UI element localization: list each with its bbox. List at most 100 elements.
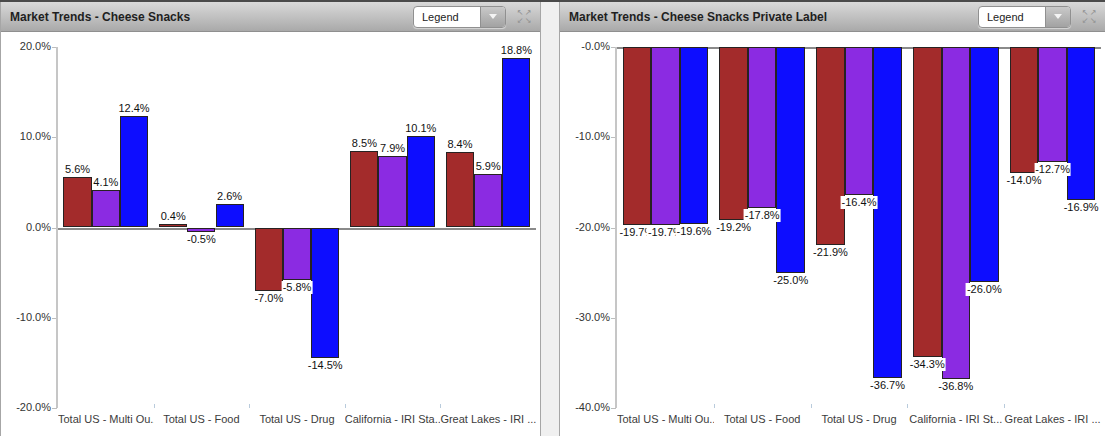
- category-tick-mark: [154, 404, 155, 408]
- bar-value-label: 10.1%: [404, 122, 437, 135]
- y-axis-tick-label: -10.0%: [560, 130, 610, 142]
- page-title: Market Trends - Cheese Snacks Private La…: [560, 10, 827, 24]
- bar[interactable]: [873, 47, 902, 378]
- legend-dropdown[interactable]: Legend: [413, 6, 506, 28]
- chevron-down-icon: [1045, 7, 1070, 27]
- bar-value-label: 7.9%: [379, 142, 406, 155]
- category-label: California - IRI Sta...: [345, 413, 441, 425]
- bar-value-label: 5.9%: [475, 160, 502, 173]
- arrow-sw: ↙: [1081, 17, 1089, 25]
- plot-area: 5.6%0.4%-7.0%8.5%8.4%4.1%-0.5%-5.8%7.9%5…: [58, 32, 536, 436]
- bar[interactable]: [255, 228, 283, 291]
- category-tick-mark: [907, 404, 908, 408]
- bar-value-label: -14.5%: [307, 359, 344, 372]
- bar[interactable]: [913, 47, 942, 357]
- bar-value-label: -36.8%: [937, 380, 974, 393]
- bar[interactable]: [719, 47, 748, 220]
- bar[interactable]: [446, 152, 474, 228]
- bar-value-label: -19.6%: [676, 225, 713, 238]
- arrow-se: ↘: [524, 17, 532, 25]
- bar-value-label: 4.1%: [92, 176, 119, 189]
- bar[interactable]: [120, 116, 148, 228]
- expand-arrows-icon[interactable]: ↖↗↙↘: [1081, 9, 1097, 25]
- category-tick-mark: [440, 404, 441, 408]
- bar-value-label: 12.4%: [117, 102, 150, 115]
- bar[interactable]: [970, 47, 999, 282]
- category-label: Total US - Multi Ou...: [58, 413, 154, 425]
- x-axis-labels: Total US - Multi Ou...Total US - FoodTot…: [617, 413, 1101, 425]
- dashboard: Market Trends - Cheese Snacks Legend ↖↗↙…: [0, 0, 1105, 436]
- bar[interactable]: [187, 228, 215, 233]
- bar[interactable]: [216, 204, 244, 227]
- bar[interactable]: [311, 228, 339, 359]
- legend-dropdown-label: Legend: [414, 11, 480, 23]
- y-axis-tick-label: -10.0%: [1, 311, 51, 323]
- category-label: Total US - Food: [714, 413, 811, 425]
- y-axis-tick-label: 10.0%: [1, 130, 51, 142]
- category-label: Great Lakes - IRI ...: [1004, 413, 1101, 425]
- bar-value-label: -16.4%: [841, 196, 878, 209]
- category-label: California - IRI St...: [907, 413, 1004, 425]
- category-label: Total US - Multi Ou...: [617, 413, 714, 425]
- chart-cheese-snacks-private-label: -0.0%-10.0%-20.0%-30.0%-40.0%-19.7%-19.2…: [560, 32, 1105, 436]
- bar-value-label: -36.7%: [869, 379, 906, 392]
- category-tick-mark: [714, 404, 715, 408]
- bar[interactable]: [623, 47, 652, 225]
- bar[interactable]: [816, 47, 845, 245]
- bar[interactable]: [1038, 47, 1067, 162]
- y-axis-tick-label: -40.0%: [560, 401, 610, 413]
- bar-value-label: -26.0%: [966, 283, 1003, 296]
- bar-value-label: 8.5%: [351, 137, 378, 150]
- plot-area: -19.7%-19.2%-21.9%-34.3%-14.0%-19.7%-17.…: [617, 32, 1101, 436]
- panel-header: Market Trends - Cheese Snacks Legend ↖↗↙…: [1, 2, 540, 32]
- bar[interactable]: [92, 190, 120, 227]
- bar[interactable]: [350, 151, 378, 228]
- y-axis-tick-label: 20.0%: [1, 40, 51, 52]
- bar[interactable]: [474, 174, 502, 227]
- panel-cheese-snacks-private-label: Market Trends - Cheese Snacks Private La…: [559, 2, 1105, 436]
- bar[interactable]: [845, 47, 874, 195]
- bar[interactable]: [942, 47, 971, 379]
- bar[interactable]: [748, 47, 777, 208]
- bar[interactable]: [680, 47, 709, 224]
- bar[interactable]: [1067, 47, 1096, 200]
- category-tick-mark: [811, 404, 812, 408]
- bar-value-label: -34.3%: [909, 358, 946, 371]
- bar-value-label: -16.9%: [1063, 201, 1100, 214]
- arrow-sw: ↙: [516, 17, 524, 25]
- category-tick-mark: [249, 404, 250, 408]
- bar[interactable]: [378, 156, 406, 227]
- bar-value-label: -25.0%: [772, 274, 809, 287]
- chart-cheese-snacks: 20.0%10.0%0.0%-10.0%-20.0%5.6%0.4%-7.0%8…: [1, 32, 540, 436]
- bar-value-label: -12.7%: [1034, 163, 1071, 176]
- panel-divider: [541, 2, 559, 436]
- bar-value-label: 18.8%: [500, 44, 533, 57]
- y-axis-tick-label: -20.0%: [1, 401, 51, 413]
- x-axis-labels: Total US - Multi Ou...Total US - FoodTot…: [58, 413, 536, 425]
- category-label: Total US - Food: [154, 413, 250, 425]
- bar[interactable]: [407, 136, 435, 227]
- category-tick-mark: [1004, 404, 1005, 408]
- bar[interactable]: [502, 58, 530, 228]
- panel-cheese-snacks: Market Trends - Cheese Snacks Legend ↖↗↙…: [0, 2, 541, 436]
- bar-value-label: -0.5%: [186, 233, 217, 246]
- bar-value-label: -19.2%: [715, 221, 752, 234]
- bar-value-label: 2.6%: [216, 190, 243, 203]
- arrow-se: ↘: [1089, 17, 1097, 25]
- y-axis-tick-label: -30.0%: [560, 311, 610, 323]
- bar-value-label: -17.8%: [744, 209, 781, 222]
- bar[interactable]: [159, 224, 187, 228]
- bar-value-label: -14.0%: [1006, 174, 1043, 187]
- bar-value-label: -21.9%: [812, 246, 849, 259]
- panel-header: Market Trends - Cheese Snacks Private La…: [560, 2, 1105, 32]
- expand-arrows-icon[interactable]: ↖↗↙↘: [516, 9, 532, 25]
- legend-dropdown[interactable]: Legend: [978, 6, 1071, 28]
- bar[interactable]: [1010, 47, 1039, 173]
- category-label: Total US - Drug: [811, 413, 908, 425]
- legend-dropdown-label: Legend: [979, 11, 1045, 23]
- bar[interactable]: [63, 177, 91, 228]
- y-axis-tick-label: -20.0%: [560, 221, 610, 233]
- bar[interactable]: [776, 47, 805, 273]
- bar[interactable]: [283, 228, 311, 280]
- bar[interactable]: [651, 47, 680, 225]
